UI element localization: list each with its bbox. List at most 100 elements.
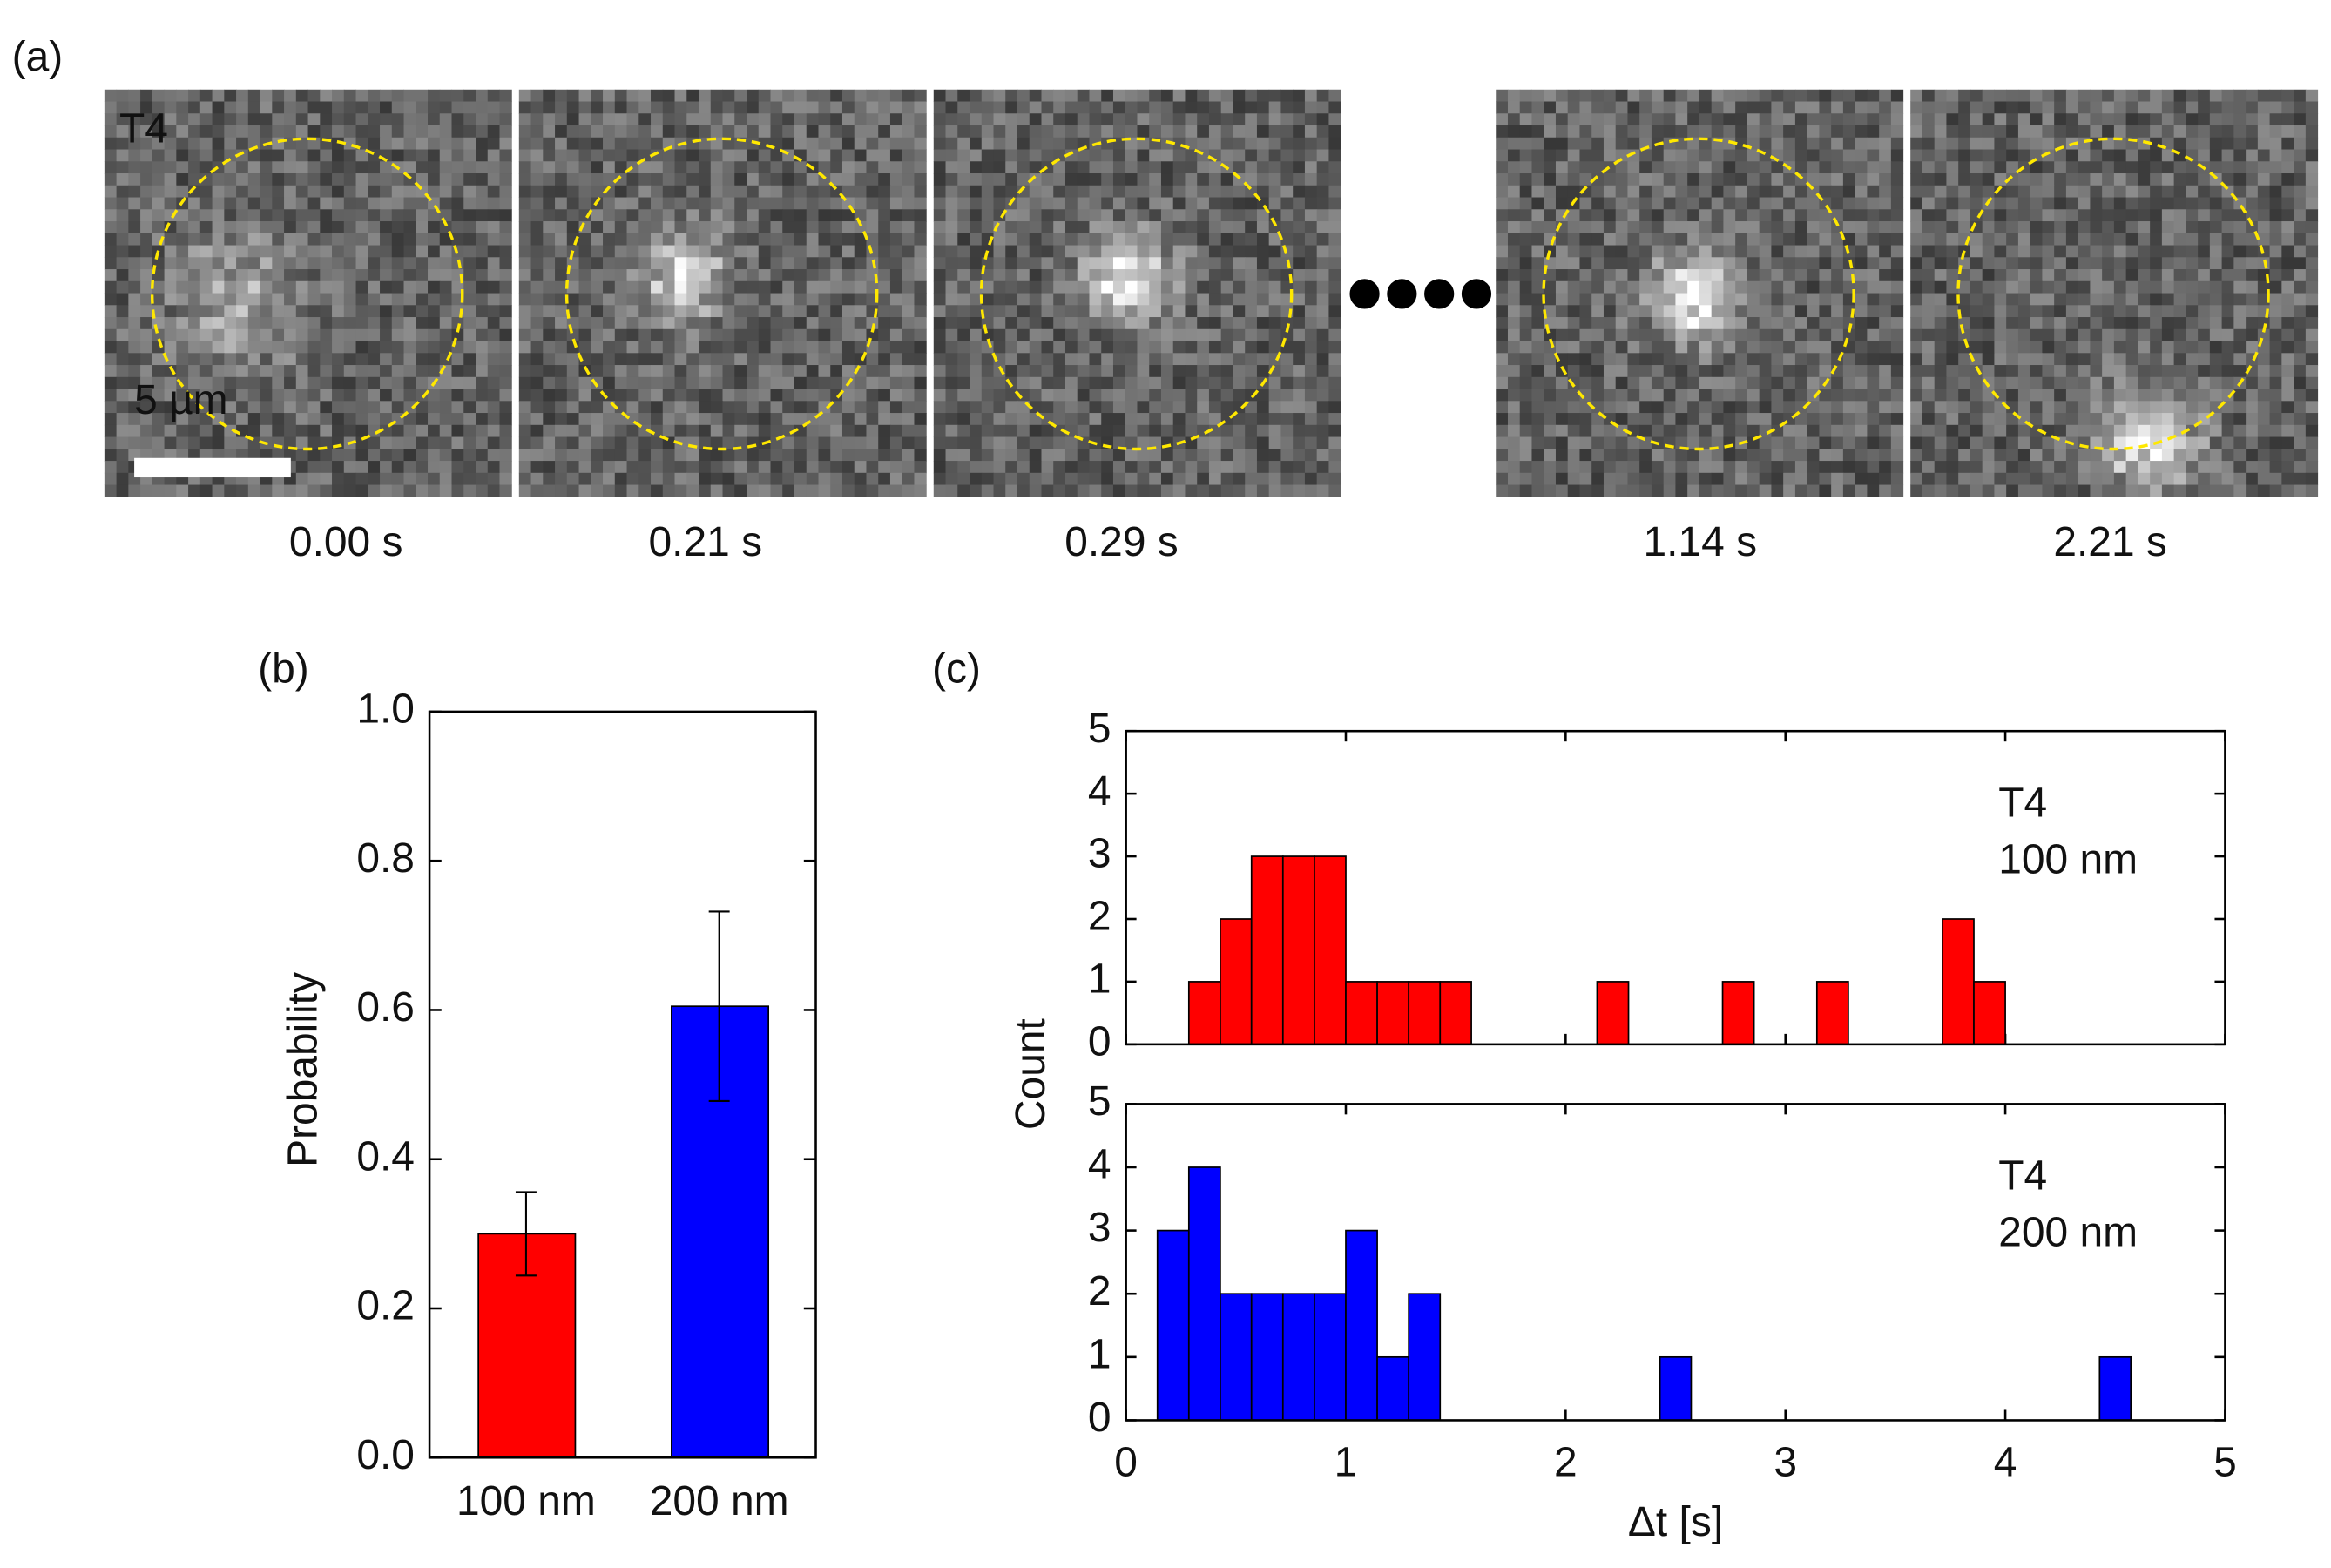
pixel [933, 341, 947, 354]
pixel [451, 137, 464, 151]
pixel [2173, 173, 2186, 186]
pixel [476, 185, 489, 199]
pixel [1794, 113, 1808, 126]
pixel [1663, 341, 1676, 354]
pixel [878, 101, 891, 114]
pixel [224, 436, 237, 449]
pixel [1783, 389, 1796, 402]
pixel [332, 101, 345, 114]
pixel [758, 257, 772, 270]
pixel [1819, 245, 1832, 258]
pixel [2150, 89, 2163, 103]
pixel [747, 173, 760, 186]
pixel [1842, 221, 1856, 234]
pixel [2006, 101, 2019, 114]
pixel [993, 197, 1006, 210]
pixel [591, 293, 604, 306]
pixel [428, 161, 441, 174]
pixel [699, 484, 712, 497]
pixel [2257, 185, 2271, 199]
pixel [284, 328, 297, 342]
pixel [1994, 209, 2007, 222]
pixel [1579, 233, 1592, 247]
pixel [1064, 461, 1078, 474]
pixel [734, 280, 747, 294]
pixel [1507, 401, 1521, 414]
pixel [224, 424, 237, 438]
pixel [970, 293, 983, 306]
pixel [1591, 280, 1605, 294]
pixel [152, 149, 166, 162]
pixel [591, 280, 604, 294]
pixel [1783, 137, 1796, 151]
pixel [116, 113, 129, 126]
pixel [722, 413, 735, 426]
pixel [1172, 280, 1186, 294]
pixel [2102, 209, 2115, 222]
pixel [981, 413, 995, 426]
pixel [889, 436, 903, 449]
pixel [1591, 161, 1605, 174]
pixel [914, 149, 927, 162]
pixel [2161, 125, 2175, 139]
pixel [2054, 101, 2067, 114]
pixel [487, 341, 501, 354]
pixel [1699, 424, 1713, 438]
pixel [1185, 245, 1198, 258]
pixel [476, 449, 489, 462]
pixel [343, 173, 357, 186]
pixel [806, 137, 819, 151]
pixel [1149, 209, 1162, 222]
pixel [614, 317, 628, 330]
pixel [710, 413, 724, 426]
pixel [866, 353, 879, 366]
pixel [1675, 305, 1688, 318]
pixel [260, 305, 273, 318]
pixel [487, 245, 501, 258]
pixel [638, 461, 652, 474]
pixel [1890, 401, 1904, 414]
pixel [1627, 89, 1640, 103]
pixel [1077, 161, 1090, 174]
pixel [710, 185, 724, 199]
pixel [451, 197, 464, 210]
pixel [1759, 89, 1772, 103]
pixel [2281, 173, 2294, 186]
pixel [1172, 328, 1186, 342]
pixel [1687, 221, 1700, 234]
pixel [970, 401, 983, 414]
pixel [295, 149, 309, 162]
pixel [1794, 209, 1808, 222]
pixel [1771, 197, 1784, 210]
pixel [1005, 221, 1018, 234]
pixel [236, 149, 249, 162]
pixel [591, 317, 604, 330]
pixel [1735, 341, 1748, 354]
pixel [1675, 436, 1688, 449]
pixel [1112, 233, 1126, 247]
pixel [1293, 89, 1306, 103]
pixel [555, 401, 568, 414]
pixel [806, 305, 819, 318]
pixel [188, 293, 201, 306]
pixel [1890, 161, 1904, 174]
pixel [1268, 209, 1281, 222]
pixel [710, 209, 724, 222]
pixel [343, 233, 357, 247]
pixel [1029, 101, 1043, 114]
pixel [104, 472, 118, 486]
pixel [914, 449, 927, 462]
pixel [970, 389, 983, 402]
pixel [914, 113, 927, 126]
pixel [295, 137, 309, 151]
pixel [1268, 233, 1281, 247]
pixel [889, 149, 903, 162]
pixel [1783, 484, 1796, 497]
pixel [1711, 449, 1724, 462]
pixel [1699, 293, 1713, 306]
pixel [1579, 449, 1592, 462]
pixel [1160, 461, 1174, 474]
pixel [260, 209, 273, 222]
pixel [1651, 401, 1665, 414]
pixel [451, 149, 464, 162]
